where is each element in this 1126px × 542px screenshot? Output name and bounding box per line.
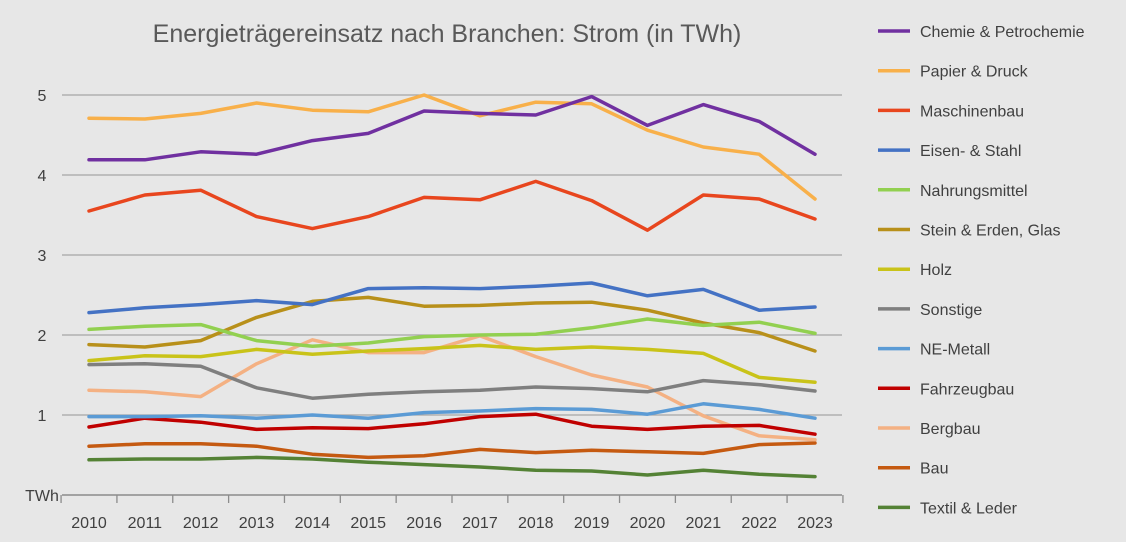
gridlines: [62, 94, 842, 416]
legend-label: Holz: [920, 262, 952, 279]
series-line-9: [87, 412, 817, 436]
legend-label: Chemie & Petrochemie: [920, 24, 1085, 41]
series-line-1: [87, 93, 817, 201]
y-tick-label: TWh: [25, 488, 59, 505]
series-line-12: [87, 455, 817, 479]
x-axis: 2010 2011 2012 2013 2014 2015 2016 2017 2018 2019…: [60, 494, 844, 532]
legend-label: Stein & Erden, Glas: [920, 223, 1061, 240]
series-line-3: [87, 281, 817, 315]
series-lines: [87, 93, 817, 479]
y-tick-label: 3: [38, 248, 47, 265]
series-line-6: [87, 343, 817, 384]
x-tick-label: 2022: [741, 515, 777, 532]
y-tick-label: 2: [38, 328, 47, 345]
legend-label: Sonstige: [920, 302, 982, 319]
x-tick-label: 2019: [574, 515, 610, 532]
x-tick-label: 2016: [406, 515, 442, 532]
series-line-2: [87, 179, 817, 232]
x-tick-label: 2011: [128, 515, 163, 532]
legend-label: Papier & Druck: [920, 64, 1029, 81]
legend-label: Nahrungsmittel: [920, 183, 1028, 200]
legend: Chemie & Petrochemie Papier & Druck Maschi…: [878, 24, 1085, 517]
y-tick-label: 1: [38, 408, 47, 425]
series-line-4: [87, 317, 817, 348]
x-tick-label: 2015: [350, 515, 386, 532]
legend-label: Bergbau: [920, 421, 981, 438]
legend-label: NE-Metall: [920, 342, 990, 359]
legend-label: Maschinenbau: [920, 103, 1024, 120]
x-tick-label: 2013: [239, 515, 275, 532]
series-line-8: [87, 402, 817, 420]
y-tick-label: 4: [38, 168, 47, 185]
y-axis: TWh 1 2 3 4 5: [25, 88, 59, 505]
series-line-10: [87, 334, 817, 442]
legend-label: Bau: [920, 461, 948, 478]
legend-label: Fahrzeugbau: [920, 381, 1014, 398]
series-line-11: [87, 441, 817, 460]
series-line-7: [87, 362, 817, 400]
legend-label: Textil & Leder: [920, 500, 1018, 517]
legend-label: Eisen- & Stahl: [920, 143, 1021, 160]
y-tick-label: 5: [38, 88, 47, 105]
x-tick-label: 2014: [295, 515, 331, 532]
x-tick-label: 2020: [630, 515, 666, 532]
x-tick-label: 2010: [71, 515, 107, 532]
series-line-5: [87, 295, 817, 353]
x-tick-label: 2012: [183, 515, 219, 532]
x-tick-label: 2017: [462, 515, 498, 532]
x-tick-label: 2023: [797, 515, 833, 532]
x-tick-label: 2018: [518, 515, 554, 532]
series-line-0: [87, 94, 817, 162]
chart-title: Energieträgereinsatz nach Branchen: Stro…: [153, 20, 742, 48]
x-tick-label: 2021: [686, 515, 722, 532]
